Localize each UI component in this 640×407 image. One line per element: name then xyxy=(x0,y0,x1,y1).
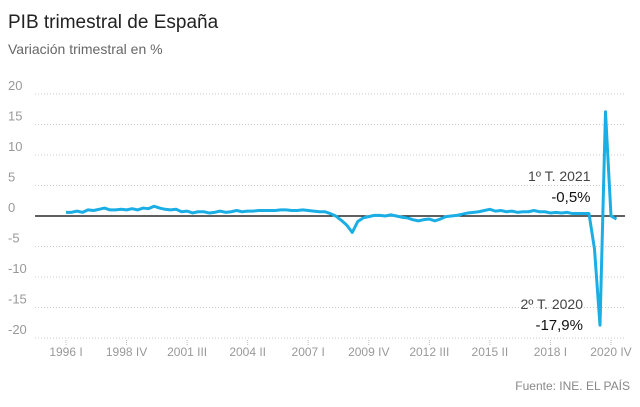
y-tick-label: 10 xyxy=(8,139,22,154)
x-tick-label: 2015 II xyxy=(472,345,509,359)
value-label: -0,5% xyxy=(551,189,590,206)
y-tick-label: 0 xyxy=(8,200,15,215)
y-tick-label: 15 xyxy=(8,109,22,124)
source: Fuente: INE. EL PAÍS xyxy=(515,378,630,393)
y-tick-label: -5 xyxy=(8,231,20,246)
x-tick-label: 2018 I xyxy=(534,345,567,359)
line xyxy=(66,110,618,327)
annotation: 1º T. 2021 xyxy=(528,168,591,184)
x-tick-label: 1998 IV xyxy=(106,345,147,359)
value-label: -17,9% xyxy=(535,317,583,334)
x-tick-label: 1996 I xyxy=(49,345,82,359)
y-tick-label: 5 xyxy=(8,170,15,185)
chart-subtitle: Variación trimestral en % xyxy=(8,41,163,57)
x-tick-label: 2009 IV xyxy=(348,345,389,359)
y-tick-label: -10 xyxy=(8,261,27,276)
chart-title: PIB trimestral de España xyxy=(8,12,219,33)
x-tick-label: 2020 IV xyxy=(590,345,631,359)
y-tick-label: 20 xyxy=(8,78,22,93)
y-tick-label: -15 xyxy=(8,292,27,307)
x-tick-label: 2001 III xyxy=(167,345,207,359)
x-tick-label: 2004 II xyxy=(229,345,266,359)
x-tick-label: 2012 III xyxy=(409,345,449,359)
annotation: 2º T. 2020 xyxy=(521,296,584,312)
x-tick-label: 2007 I xyxy=(292,345,325,359)
y-tick-label: -20 xyxy=(8,322,27,337)
